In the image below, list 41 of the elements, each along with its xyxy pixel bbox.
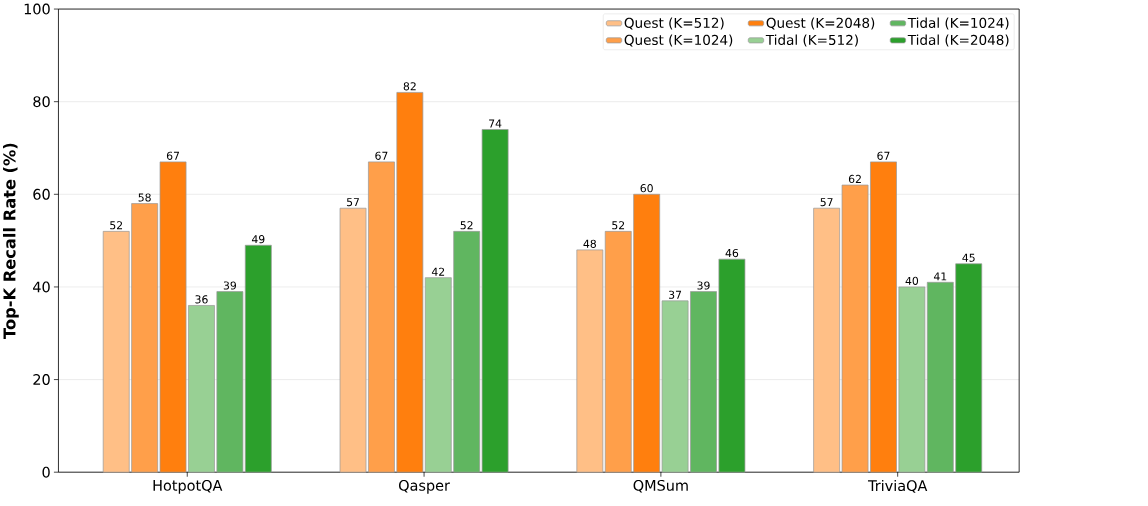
y-tick-label: 80 (33, 96, 50, 108)
data-label: 67 (166, 151, 180, 161)
data-label: 39 (697, 281, 710, 290)
data-label: 39 (223, 281, 237, 290)
x-tick-label: Qasper (399, 480, 450, 494)
legend-label: Tidal (K=512) (765, 34, 858, 47)
data-label: 36 (195, 295, 208, 304)
data-label: 67 (375, 151, 388, 161)
data-label: 42 (431, 267, 445, 276)
legend-label: Tidal (K=2048) (907, 34, 1009, 47)
data-label: 58 (138, 193, 151, 202)
data-label: 52 (110, 221, 123, 230)
x-tick-label: HotpotQA (153, 480, 223, 494)
legend-label: Quest (K=2048) (766, 17, 875, 30)
data-label: 49 (251, 235, 265, 244)
data-label: 45 (962, 253, 975, 262)
data-label: 52 (612, 221, 625, 230)
y-tick-label: 0 (42, 466, 50, 478)
y-tick-label: 100 (24, 3, 50, 15)
data-label: 40 (905, 276, 919, 286)
data-label: 57 (346, 198, 359, 207)
legend-label: Tidal (K=1024) (907, 17, 1009, 30)
legend-label: Quest (K=1024) (624, 34, 733, 47)
data-label: 62 (848, 174, 861, 184)
data-label: 41 (933, 272, 947, 281)
data-label: 37 (669, 290, 682, 299)
legend-label: Quest (K=512) (624, 17, 724, 30)
data-label: 57 (820, 198, 833, 207)
y-tick-label: 60 (33, 188, 50, 200)
data-label: 67 (877, 151, 890, 161)
data-label: 60 (640, 184, 653, 193)
y-tick-label: 40 (33, 281, 50, 293)
data-label: 52 (460, 221, 473, 230)
data-label: 82 (403, 82, 416, 91)
x-tick-label: TriviaQA (867, 480, 928, 493)
y-axis-title: Top-K Recall Rate (%) (3, 143, 19, 340)
data-label: 74 (489, 119, 502, 128)
data-label: 46 (725, 249, 739, 258)
data-label: 48 (583, 239, 596, 249)
x-tick-label: QMSum (633, 480, 688, 493)
y-tick-label: 20 (33, 374, 50, 386)
